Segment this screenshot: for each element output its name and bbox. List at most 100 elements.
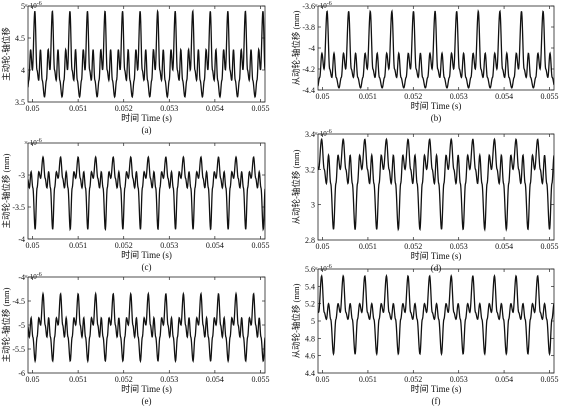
- x-tick-label-b: 0.054: [495, 92, 513, 101]
- x-tick-label-f: 0.052: [404, 375, 422, 384]
- y-tick-label-a: 3.5: [15, 98, 25, 107]
- y-tick-label-f: 4.6: [305, 352, 315, 361]
- plot-frame-a: [27, 5, 266, 103]
- x-tick-label-e: 0.051: [69, 375, 87, 384]
- panel-e: 0.05 0.051 0.052 0.053 0.054 0.055 -6 -5.5 -5 -4.…: [1, 272, 269, 406]
- x-tick-label-b: 0.053: [450, 92, 468, 101]
- x-tick-label-c: 0.051: [69, 241, 87, 250]
- x-tick-label-d: 0.054: [495, 242, 513, 251]
- panel-f: 0.05 0.051 0.052 0.053 0.054 0.055 4.4 4.6 4.8 5 5…: [291, 264, 558, 406]
- series-line-d: [318, 137, 554, 232]
- y-tick-label-a: 4.5: [15, 34, 25, 43]
- series-line-a: [28, 9, 265, 99]
- x-tick-label-c: 0.055: [251, 241, 269, 250]
- y-tick-label-e: -4: [18, 273, 25, 282]
- y-tick-label-b: -4.2: [302, 65, 315, 74]
- x-axis-label-b: 时间 Time (s): [411, 100, 462, 111]
- y-axis-label-d: 从动轮-轴位移 (mm): [291, 149, 301, 224]
- y-exponent-a: × 10-6: [24, 1, 42, 10]
- x-tick-label-c: 0.053: [160, 241, 178, 250]
- y-tick-label-f: 4.4: [305, 369, 315, 378]
- y-exponent-b: × 10-6: [314, 1, 332, 10]
- x-tick-label-a: 0.051: [69, 104, 87, 113]
- panel-caption-a: (a): [142, 125, 152, 135]
- x-tick-label-f: 0.053: [450, 375, 468, 384]
- y-axis-label-f: 从动轮-轴位移 (mm): [291, 283, 301, 358]
- x-tick-label-f: 0.05: [316, 375, 330, 384]
- x-axis-label-e: 时间 Time (s): [121, 383, 172, 394]
- y-axis-label-b: 从动轮-轴位移 (mm): [291, 10, 301, 85]
- y-tick-label-e: -5: [18, 321, 25, 330]
- y-tick-label-f: 5.6: [305, 265, 315, 274]
- y-axis-label-c: 主动轮-轴位移 (mm): [1, 153, 11, 228]
- panel-caption-d: (d): [431, 263, 442, 273]
- panel-caption-f: (f): [432, 396, 441, 406]
- series-line-f: [318, 273, 554, 357]
- x-tick-label-a: 0.053: [160, 104, 178, 113]
- x-axis-label-c: 时间 Time (s): [121, 249, 172, 260]
- y-axis-label-e: 主动轮-轴位移 (mm): [1, 287, 11, 362]
- x-tick-label-d: 0.05: [316, 242, 330, 251]
- x-axis-label-f: 时间 Time (s): [411, 383, 462, 394]
- y-tick-label-f: 5.4: [305, 282, 315, 291]
- x-tick-label-d: 0.053: [450, 242, 468, 251]
- panel-caption-b: (b): [431, 113, 442, 123]
- y-tick-label-e: -4.5: [12, 297, 25, 306]
- y-tick-label-e: -5.5: [12, 345, 25, 354]
- plot-frame-f: [317, 268, 555, 374]
- series-line-b: [318, 9, 554, 89]
- y-exponent-d: × 10-6: [314, 129, 332, 138]
- y-axis-label-a: 主动轮-轴位移: [1, 27, 11, 81]
- y-tick-label-b: -4.4: [302, 86, 315, 95]
- x-tick-label-d: 0.052: [404, 242, 422, 251]
- x-tick-label-d: 0.055: [540, 242, 558, 251]
- series-line-c: [28, 155, 265, 232]
- x-tick-label-f: 0.055: [540, 375, 558, 384]
- y-tick-label-b: -3.8: [302, 23, 315, 32]
- x-tick-label-c: 0.054: [206, 241, 224, 250]
- plot-frame-d: [317, 133, 555, 241]
- panel-c: 0.05 0.051 0.052 0.053 0.054 0.055 -4 -3.5 -3 × 1…: [1, 138, 269, 272]
- y-exponent-c: × 10-6: [24, 138, 42, 147]
- x-tick-label-b: 0.055: [540, 92, 558, 101]
- x-tick-label-f: 0.054: [495, 375, 513, 384]
- x-tick-label-a: 0.05: [26, 104, 40, 113]
- panel-a: 0.05 0.051 0.052 0.053 0.054 0.055 3.5 4 4.5 5 × 1…: [1, 1, 269, 135]
- y-tick-label-f: 5.2: [305, 300, 315, 309]
- panel-caption-e: (e): [142, 396, 152, 406]
- x-tick-label-e: 0.05: [26, 375, 40, 384]
- x-tick-label-e: 0.053: [160, 375, 178, 384]
- x-tick-label-b: 0.051: [359, 92, 377, 101]
- x-tick-label-e: 0.055: [251, 375, 269, 384]
- y-tick-label-c: -4: [18, 235, 25, 244]
- x-axis-label-a: 时间 Time (s): [121, 112, 172, 123]
- panel-caption-c: (c): [142, 262, 152, 272]
- x-tick-label-c: 0.052: [115, 241, 133, 250]
- y-tick-label-b: -4: [308, 44, 315, 53]
- y-exponent-f: × 10-6: [314, 264, 332, 273]
- y-tick-label-d: 3: [311, 201, 315, 210]
- y-tick-label-f: 5: [311, 317, 315, 326]
- x-tick-label-b: 0.05: [316, 92, 330, 101]
- y-exponent-e: × 10-6: [24, 272, 42, 281]
- x-tick-label-a: 0.054: [206, 104, 224, 113]
- y-tick-label-d: 3.4: [305, 130, 315, 139]
- x-tick-label-c: 0.05: [26, 241, 40, 250]
- x-tick-label-a: 0.052: [115, 104, 133, 113]
- x-tick-label-a: 0.055: [251, 104, 269, 113]
- y-tick-label-b: -3.6: [302, 2, 315, 11]
- x-tick-label-e: 0.054: [206, 375, 224, 384]
- y-tick-label-f: 4.8: [305, 334, 315, 343]
- y-tick-label-a: 4: [21, 66, 25, 75]
- y-tick-label-c: -3: [18, 171, 25, 180]
- x-axis-label-d: 时间 Time (s): [411, 250, 462, 261]
- y-tick-label-c: -3.5: [12, 203, 25, 212]
- x-tick-label-b: 0.052: [404, 92, 422, 101]
- y-tick-label-a: 5: [21, 2, 25, 11]
- x-tick-label-d: 0.051: [359, 242, 377, 251]
- series-line-e: [28, 291, 265, 364]
- x-tick-label-f: 0.051: [359, 375, 377, 384]
- y-tick-label-e: -6: [18, 369, 25, 378]
